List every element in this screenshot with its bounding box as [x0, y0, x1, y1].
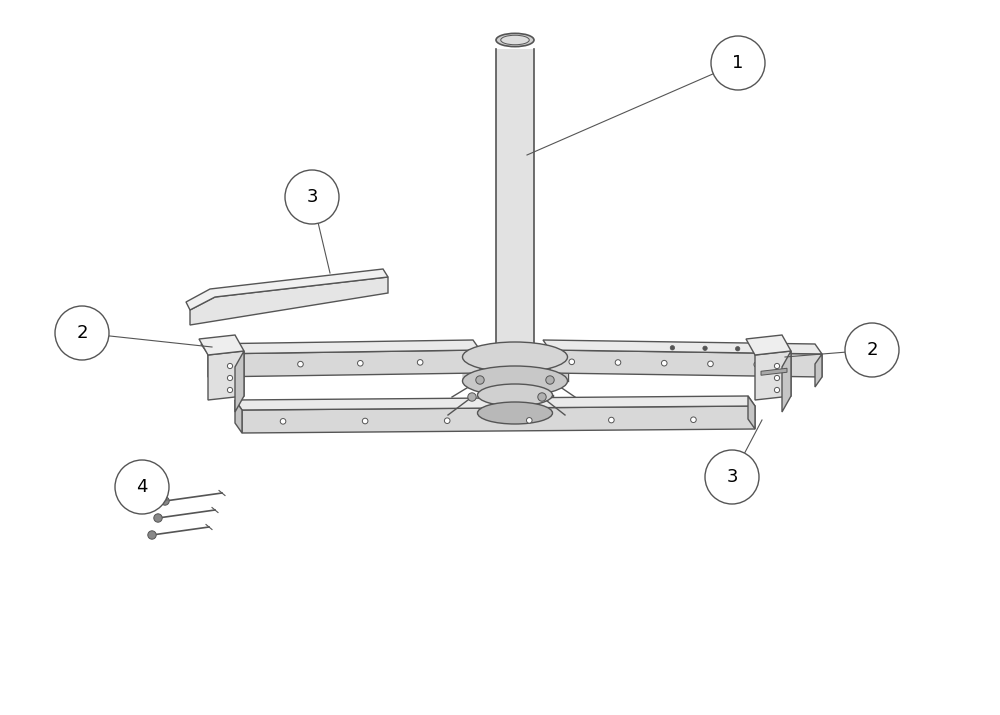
- Polygon shape: [550, 350, 822, 377]
- Circle shape: [227, 375, 233, 380]
- Circle shape: [161, 497, 169, 506]
- Polygon shape: [815, 354, 822, 387]
- Circle shape: [444, 418, 450, 423]
- Polygon shape: [208, 351, 244, 400]
- Polygon shape: [748, 396, 755, 429]
- Polygon shape: [201, 340, 480, 354]
- Circle shape: [774, 388, 780, 393]
- Circle shape: [774, 375, 780, 380]
- Circle shape: [285, 170, 339, 224]
- Circle shape: [670, 345, 675, 350]
- Polygon shape: [755, 351, 791, 400]
- Circle shape: [735, 347, 740, 351]
- Circle shape: [238, 363, 243, 368]
- Polygon shape: [746, 335, 791, 355]
- Circle shape: [609, 418, 614, 423]
- Polygon shape: [190, 277, 388, 325]
- Text: 4: 4: [136, 478, 148, 496]
- Circle shape: [546, 376, 554, 384]
- Circle shape: [55, 306, 109, 360]
- Circle shape: [705, 450, 759, 504]
- Polygon shape: [761, 368, 787, 375]
- Polygon shape: [235, 400, 242, 433]
- Circle shape: [358, 360, 363, 366]
- Circle shape: [774, 363, 780, 369]
- Polygon shape: [543, 340, 822, 354]
- Circle shape: [476, 376, 484, 384]
- Circle shape: [148, 531, 156, 539]
- Text: 3: 3: [726, 468, 738, 486]
- Circle shape: [708, 361, 713, 367]
- Circle shape: [526, 418, 532, 423]
- Circle shape: [661, 360, 667, 366]
- Polygon shape: [782, 351, 791, 412]
- Polygon shape: [186, 269, 388, 310]
- Circle shape: [754, 362, 760, 368]
- Circle shape: [280, 418, 286, 424]
- Ellipse shape: [478, 402, 552, 424]
- Text: 3: 3: [306, 188, 318, 206]
- Polygon shape: [208, 350, 480, 377]
- Ellipse shape: [496, 34, 534, 46]
- Ellipse shape: [501, 35, 529, 45]
- Circle shape: [468, 393, 476, 401]
- Circle shape: [569, 359, 575, 365]
- Circle shape: [227, 363, 233, 369]
- Circle shape: [227, 388, 233, 393]
- Ellipse shape: [462, 366, 568, 396]
- Circle shape: [615, 360, 621, 365]
- Text: 2: 2: [866, 341, 878, 359]
- Circle shape: [703, 346, 707, 350]
- Polygon shape: [235, 351, 244, 412]
- Circle shape: [154, 514, 162, 522]
- Circle shape: [711, 36, 765, 90]
- Circle shape: [538, 393, 546, 401]
- Circle shape: [115, 460, 169, 514]
- Text: 1: 1: [732, 54, 744, 72]
- Polygon shape: [199, 335, 244, 355]
- Ellipse shape: [462, 342, 568, 372]
- Polygon shape: [496, 49, 534, 370]
- Polygon shape: [478, 395, 552, 413]
- Circle shape: [845, 323, 899, 377]
- Circle shape: [362, 418, 368, 424]
- Ellipse shape: [478, 384, 552, 406]
- Polygon shape: [242, 406, 755, 433]
- Circle shape: [691, 417, 696, 423]
- Circle shape: [298, 361, 303, 367]
- Circle shape: [417, 360, 423, 365]
- Polygon shape: [235, 396, 755, 410]
- Polygon shape: [463, 357, 568, 381]
- Text: 2: 2: [76, 324, 88, 342]
